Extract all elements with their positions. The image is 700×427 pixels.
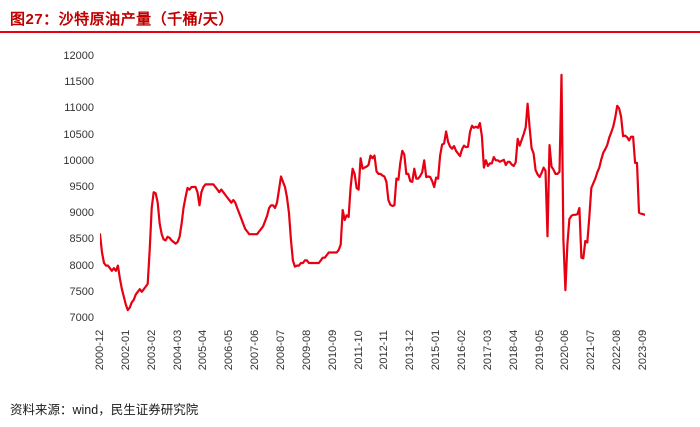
- x-axis-label: 2003-02: [145, 329, 158, 371]
- x-axis-label: 2000-12: [94, 329, 106, 371]
- y-axis-label: 7500: [69, 285, 94, 298]
- x-axis-label: 2018-04: [507, 329, 520, 371]
- y-axis-label: 8500: [69, 233, 94, 246]
- x-axis-label: 2011-10: [352, 330, 365, 370]
- y-axis-label: 11500: [64, 76, 94, 89]
- plot-area: [98, 73, 647, 312]
- source-note: 资料来源：wind，民生证券研究院: [10, 403, 199, 417]
- x-axis-label: 2023-09: [637, 329, 649, 371]
- x-axis-label: 2009-08: [300, 329, 313, 371]
- x-axis-label: 2004-03: [171, 329, 184, 371]
- x-axis-label: 2002-01: [119, 329, 132, 371]
- y-axis-label: 11000: [64, 102, 94, 115]
- x-axis-label: 2017-03: [481, 329, 494, 371]
- production-series-line: [98, 73, 647, 312]
- x-axis-label: 2008-07: [275, 329, 287, 371]
- y-axis-label: 10000: [63, 154, 94, 167]
- y-axis-label: 9000: [69, 207, 94, 220]
- y-axis-label: 12000: [63, 50, 94, 62]
- y-axis: 12000 11500 11000 10500 10000 9500 9000 8500 800…: [52, 50, 94, 324]
- y-axis-label: 10500: [63, 128, 94, 141]
- x-axis-label: 2015-01: [430, 329, 443, 371]
- x-axis: 2000-12 2002-01 2003-02 2004-03 2005-04 2006-…: [94, 318, 660, 393]
- x-axis-label: 2007-06: [249, 329, 262, 371]
- x-axis-label: 2010-09: [326, 329, 339, 371]
- x-axis-label: 2016-02: [456, 329, 468, 371]
- x-axis-label: 2020-06: [559, 329, 572, 371]
- chart-title: 图27：沙特原油产量（千桶/天）: [10, 11, 234, 28]
- x-axis-label: 2013-12: [404, 329, 417, 371]
- y-axis-label: 7000: [69, 312, 94, 324]
- line-chart: [98, 56, 647, 318]
- title-underline: [0, 31, 700, 33]
- x-axis-label: 2012-11: [378, 330, 391, 370]
- x-axis-label: 2005-04: [197, 329, 210, 371]
- x-axis-label: 2006-05: [223, 329, 236, 371]
- y-axis-label: 9500: [69, 181, 94, 193]
- x-axis-label: 2022-08: [611, 329, 624, 371]
- x-axis-label: 2021-07: [585, 329, 598, 371]
- y-axis-label: 8000: [69, 259, 94, 272]
- x-axis-label: 2019-05: [533, 329, 546, 371]
